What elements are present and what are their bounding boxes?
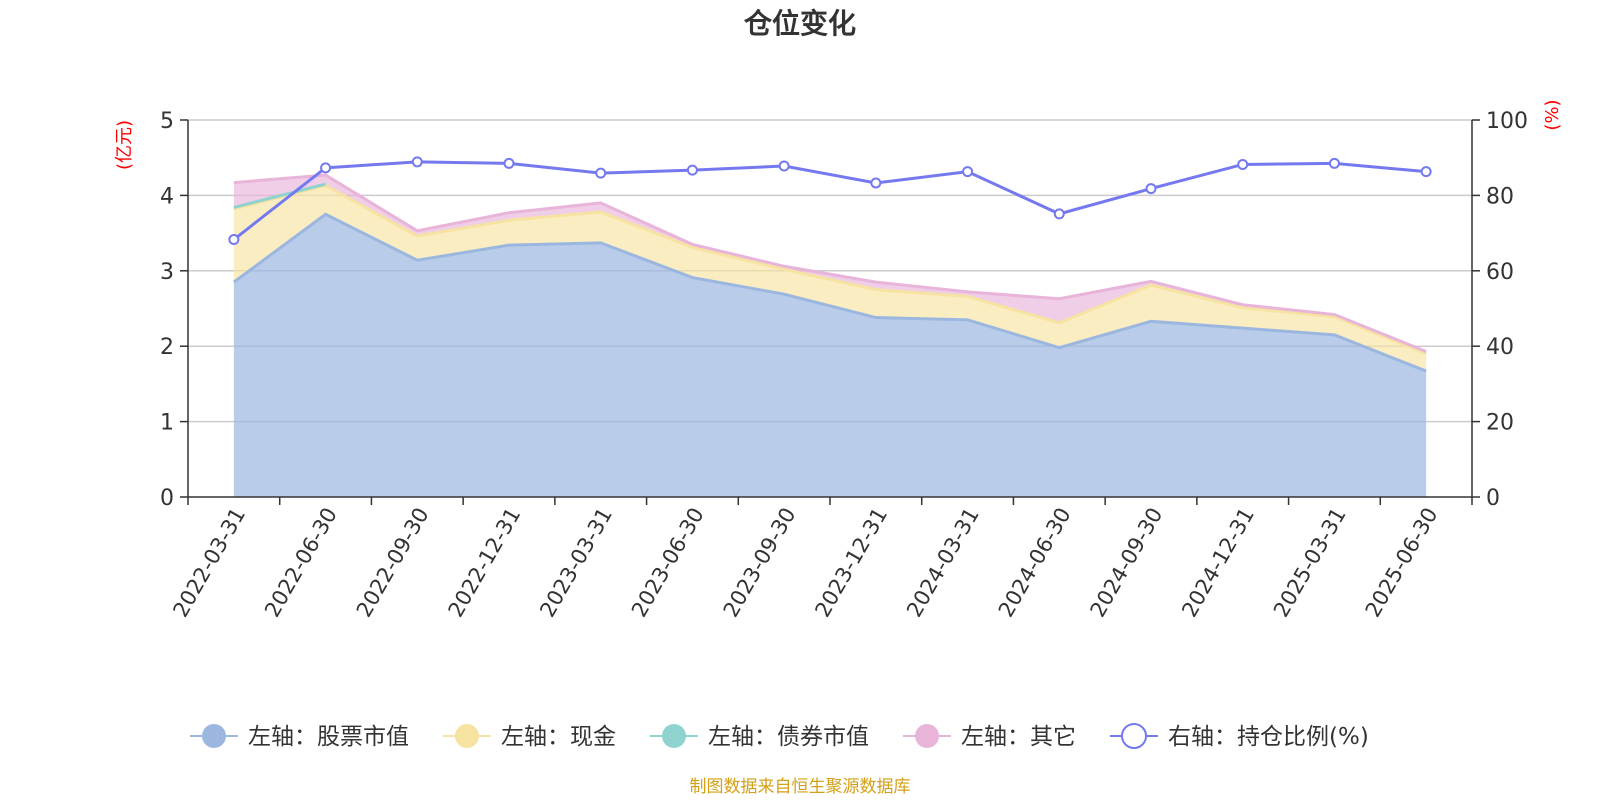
holding-ratio-line [232, 160, 1427, 241]
area-0 [233, 214, 1427, 497]
holding-ratio-point [503, 157, 515, 169]
x-axis-ticks: 2022-03-31 2022-06-30 2022-09-30 2022-12-31… [168, 497, 1473, 622]
left-tick-label: 2 [160, 335, 174, 360]
right-tick-label: 80 [1486, 184, 1514, 209]
x-tick-label: 2023-03-31 [535, 504, 617, 622]
stacked-areas [233, 175, 1427, 497]
holding-ratio-point [1328, 157, 1340, 169]
holding-ratio-point [228, 234, 240, 246]
right-tick-label: 20 [1486, 411, 1514, 436]
x-tick-label: 2025-06-30 [1361, 504, 1443, 622]
legend: 左轴：股票市值 左轴：现金 左轴：债券市值 左轴：其它 右轴：持仓比例(%) [190, 723, 1369, 750]
legend-marker [202, 724, 226, 748]
x-tick-label: 2022-06-30 [260, 504, 342, 622]
holding-ratio-point [1237, 158, 1249, 170]
legend-label: 左轴：债券市值 [708, 724, 869, 750]
holding-ratio-point [595, 167, 607, 179]
legend-marker [455, 724, 479, 748]
legend-marker [662, 724, 686, 748]
x-tick-label: 2024-12-31 [1177, 504, 1259, 622]
right-axis-unit: (%) [1542, 99, 1563, 130]
holding-ratio-point [1053, 208, 1065, 220]
area-outline-1 [233, 183, 1427, 356]
x-tick-label: 2022-03-31 [168, 504, 250, 622]
right-axis-ticks: 0 20 40 60 80 100 [1472, 109, 1528, 511]
left-axis-unit: (亿元) [114, 120, 135, 170]
holding-ratio-point [962, 166, 974, 178]
x-tick-label: 2025-03-31 [1269, 504, 1351, 622]
legend-label: 左轴：其它 [961, 724, 1076, 750]
left-tick-label: 3 [160, 260, 174, 285]
holding-ratio-point [870, 177, 882, 189]
holding-ratio-point [320, 162, 332, 174]
right-tick-label: 40 [1486, 335, 1514, 360]
legend-item[interactable]: 右轴：持仓比例(%) [1110, 723, 1369, 750]
area-outline-0 [232, 212, 1427, 373]
x-tick-label: 2024-06-30 [994, 504, 1076, 622]
legend-item[interactable]: 左轴：债券市值 [650, 724, 869, 750]
left-tick-label: 1 [160, 411, 174, 436]
legend-marker [1121, 723, 1147, 749]
holding-ratio-point [686, 164, 698, 176]
holding-ratio-point [1420, 166, 1432, 178]
x-tick-label: 2024-03-31 [902, 504, 984, 622]
legend-label: 左轴：现金 [501, 724, 616, 750]
x-tick-label: 2023-12-31 [810, 504, 892, 622]
right-tick-label: 100 [1486, 109, 1528, 134]
right-tick-label: 0 [1486, 486, 1500, 511]
legend-item[interactable]: 左轴：现金 [443, 724, 616, 750]
area-outline-2 [233, 182, 326, 209]
legend-item[interactable]: 左轴：股票市值 [190, 724, 409, 750]
holding-ratio-series [228, 156, 1432, 246]
holding-ratio-point [1145, 183, 1157, 195]
chart-title: 仓位变化 [744, 7, 856, 40]
x-tick-label: 2023-06-30 [627, 504, 709, 622]
legend-label: 右轴：持仓比例(%) [1168, 724, 1369, 750]
x-tick-label: 2022-12-31 [444, 504, 526, 622]
left-tick-label: 0 [160, 486, 174, 511]
holding-ratio-point [778, 160, 790, 172]
holding-ratio-point [411, 156, 423, 168]
x-tick-label: 2024-09-30 [1086, 504, 1168, 622]
x-tick-label: 2022-09-30 [352, 504, 434, 622]
data-source-note: 制图数据来自恒生聚源数据库 [690, 777, 911, 797]
right-tick-label: 60 [1486, 260, 1514, 285]
x-tick-label: 2023-09-30 [719, 504, 801, 622]
area-1 [233, 185, 1427, 372]
left-tick-label: 5 [160, 109, 174, 134]
left-axis-ticks: 0 1 2 3 4 5 [160, 109, 188, 511]
legend-marker [915, 724, 939, 748]
area-outlines [232, 173, 1427, 373]
legend-item[interactable]: 左轴：其它 [903, 724, 1076, 750]
legend-label: 左轴：股票市值 [248, 724, 409, 750]
left-tick-label: 4 [160, 184, 174, 209]
area-outline-3 [233, 173, 1427, 353]
